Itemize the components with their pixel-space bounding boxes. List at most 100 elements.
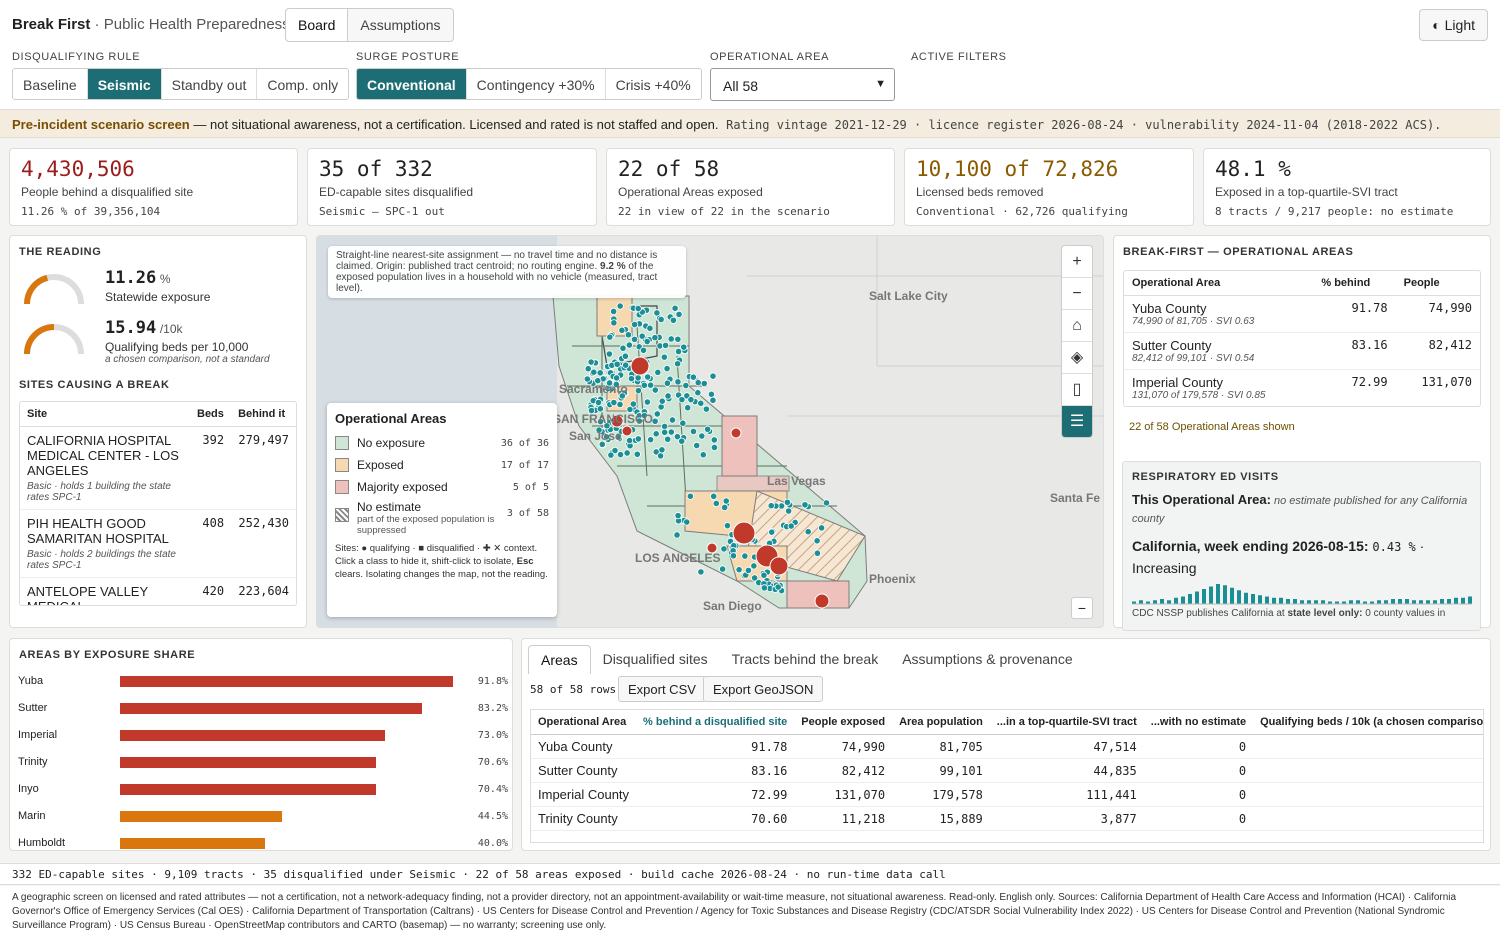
table-row[interactable]: Yuba County 91.78 74,990 81,705 47,514 0 bbox=[531, 734, 1483, 759]
qualifying-site-marker bbox=[678, 437, 686, 445]
col-no-estimate[interactable]: ...with no estimate bbox=[1143, 710, 1254, 735]
area-pct: 83.16 bbox=[1313, 332, 1396, 370]
exposure-bar-row[interactable]: Imperial 73.0% bbox=[18, 726, 508, 746]
tab-assumptions[interactable]: Assumptions bbox=[360, 17, 441, 33]
map-icon[interactable]: ▯ bbox=[1062, 374, 1092, 406]
bar-label: Trinity bbox=[18, 756, 48, 768]
layers-icon[interactable]: ◈ bbox=[1062, 342, 1092, 374]
bar bbox=[120, 730, 385, 741]
theme-toggle-button[interactable]: ◐ Light bbox=[1419, 9, 1488, 41]
area-select[interactable]: All 58 ▼ bbox=[710, 68, 895, 101]
qualifying-site-marker bbox=[760, 571, 768, 579]
col-people-exposed[interactable]: People exposed bbox=[794, 710, 893, 735]
tab-assumptions-provenance[interactable]: Assumptions & provenance bbox=[902, 651, 1073, 667]
list-icon[interactable]: ☰ bbox=[1062, 406, 1092, 437]
export-csv-button[interactable]: Export CSV bbox=[618, 676, 706, 702]
col-people[interactable]: People bbox=[1395, 271, 1480, 296]
spark-bar bbox=[1433, 600, 1437, 604]
surge-option-contingency[interactable]: Contingency +30% bbox=[467, 69, 606, 99]
zoom-in-icon[interactable]: + bbox=[1062, 246, 1092, 278]
col-svi[interactable]: ...in a top-quartile-SVI tract bbox=[989, 710, 1144, 735]
sites-table-wrap[interactable]: Site Beds Behind it CALIFORNIA HOSPITAL … bbox=[19, 401, 297, 606]
bar-label: Sutter bbox=[18, 702, 48, 714]
exposure-bar-row[interactable]: Trinity 70.6% bbox=[18, 753, 508, 773]
tab-disqualified-sites[interactable]: Disqualified sites bbox=[602, 651, 708, 667]
surge-option-conventional[interactable]: Conventional bbox=[357, 69, 467, 99]
tab-tracts[interactable]: Tracts behind the break bbox=[731, 651, 879, 667]
qualifying-site-marker bbox=[680, 343, 688, 351]
qualifying-site-marker bbox=[667, 335, 675, 343]
exposure-bar-row[interactable]: Humboldt 40.0% bbox=[18, 834, 508, 854]
col-pct-behind[interactable]: % behind a disqualified site bbox=[636, 710, 795, 735]
qualifying-site-marker bbox=[744, 566, 753, 574]
table-row[interactable]: Yuba County 74,990 of 81,705 · SVI 0.63 9… bbox=[1124, 295, 1480, 333]
bar bbox=[120, 676, 454, 687]
surge-option-crisis[interactable]: Crisis +40% bbox=[615, 77, 691, 93]
table-row[interactable]: Sutter County 82,412 of 99,101 · SVI 0.54… bbox=[1124, 332, 1480, 370]
col-site[interactable]: Site bbox=[20, 402, 190, 427]
col-behind[interactable]: Behind it bbox=[231, 402, 296, 427]
qualifying-site-marker bbox=[684, 404, 692, 412]
rule-option-standby-out[interactable]: Standby out bbox=[162, 69, 258, 99]
table-row[interactable]: Trinity County 70.60 11,218 15,889 3,877 0 bbox=[531, 806, 1483, 831]
bar-label: Marin bbox=[18, 810, 46, 822]
resp-ca-label: California, week ending 2026-08-15: bbox=[1132, 538, 1369, 554]
exposure-bar-row[interactable]: Yuba 91.8% bbox=[18, 672, 508, 692]
table-row[interactable]: CALIFORNIA HOSPITAL MEDICAL CENTER - LOS… bbox=[20, 426, 296, 510]
map-controls: + − ⌂ ◈ ▯ ☰ bbox=[1061, 245, 1093, 438]
bar bbox=[120, 838, 266, 849]
col-area[interactable]: Operational Area bbox=[1124, 271, 1314, 296]
kpi-sub: Seismic — SPC-1 out bbox=[319, 205, 445, 218]
site-desc: Basic · holds 1 building the state rates… bbox=[27, 481, 171, 503]
area-cell: 99,101 bbox=[892, 758, 990, 783]
qualifying-site-marker bbox=[702, 405, 710, 413]
site-markers[interactable] bbox=[583, 302, 831, 609]
banner-strong: Pre-incident scenario screen bbox=[12, 117, 190, 132]
table-row[interactable]: Imperial County 131,070 of 179,578 · SVI … bbox=[1124, 370, 1480, 407]
kpi-svi-share: 48.1 % Exposed in a top-quartile-SVI tra… bbox=[1203, 148, 1491, 226]
rule-option-seismic[interactable]: Seismic bbox=[87, 69, 162, 99]
table-row[interactable]: ANTELOPE VALLEY MEDICAL 420 223,604 bbox=[20, 577, 296, 605]
col-qualifying-beds[interactable]: Qualifying beds / 10k (a chosen comparis… bbox=[1253, 710, 1483, 735]
col-operational-area[interactable]: Operational Area bbox=[531, 710, 637, 735]
home-icon[interactable]: ⌂ bbox=[1062, 310, 1092, 342]
table-row[interactable]: PIH HEALTH GOOD SAMARITAN HOSPITAL Basic … bbox=[20, 509, 296, 578]
spark-bar bbox=[1321, 600, 1325, 604]
qualifying-site-marker bbox=[697, 399, 705, 407]
exposure-bar-row[interactable]: Marin 44.5% bbox=[18, 807, 508, 827]
reading-panel: THE READING 11.26 % Statewide exposure 1… bbox=[9, 235, 307, 628]
area-name: Trinity County bbox=[531, 806, 637, 831]
area-cell: 131,070 bbox=[794, 782, 893, 807]
qualifying-site-marker bbox=[630, 335, 639, 343]
tab-board[interactable]: Board bbox=[286, 9, 349, 41]
bar-label: Humboldt bbox=[18, 837, 66, 849]
qualifying-site-marker bbox=[625, 341, 633, 349]
areas-table-wrap[interactable]: Operational Area % behind a disqualified… bbox=[530, 709, 1484, 843]
export-geojson-button[interactable]: Export GeoJSON bbox=[703, 676, 824, 702]
spark-bar bbox=[1363, 601, 1367, 604]
qualifying-site-marker bbox=[813, 537, 821, 545]
col-area-population[interactable]: Area population bbox=[892, 710, 990, 735]
table-row[interactable]: Imperial County 72.99 131,070 179,578 111,44… bbox=[531, 782, 1483, 807]
tab-areas[interactable]: Areas bbox=[528, 645, 591, 674]
area-cell: 74,990 bbox=[794, 734, 893, 759]
spark-bar bbox=[1216, 584, 1220, 604]
col-pct[interactable]: % behind bbox=[1313, 271, 1396, 296]
legend-row-majority[interactable]: Majority exposed 5 of 5 bbox=[335, 476, 549, 498]
kpi-label: Licensed beds removed bbox=[916, 185, 1044, 199]
qualifying-site-marker bbox=[768, 528, 776, 536]
legend-row-exposed[interactable]: Exposed 17 of 17 bbox=[335, 454, 549, 476]
zoom-out-icon[interactable]: − bbox=[1062, 278, 1092, 310]
header: Break First · Public Health Preparedness… bbox=[0, 0, 1500, 110]
col-beds[interactable]: Beds bbox=[190, 402, 232, 427]
legend-row-no-estimate[interactable]: No estimate part of the exposed populati… bbox=[335, 500, 549, 536]
rule-option-baseline[interactable]: Baseline bbox=[13, 69, 88, 99]
qualifying-site-marker bbox=[689, 373, 697, 381]
table-row[interactable]: Sutter County 83.16 82,412 99,101 44,835 0 bbox=[531, 758, 1483, 783]
qualifying-site-marker bbox=[640, 411, 649, 420]
exposure-bar-row[interactable]: Sutter 83.2% bbox=[18, 699, 508, 719]
legend-row-no-exposure[interactable]: No exposure 36 of 36 bbox=[335, 432, 549, 454]
collapse-icon[interactable]: − bbox=[1071, 597, 1093, 619]
rule-option-comp-only[interactable]: Comp. only bbox=[267, 77, 339, 93]
exposure-bar-row[interactable]: Inyo 70.4% bbox=[18, 780, 508, 800]
